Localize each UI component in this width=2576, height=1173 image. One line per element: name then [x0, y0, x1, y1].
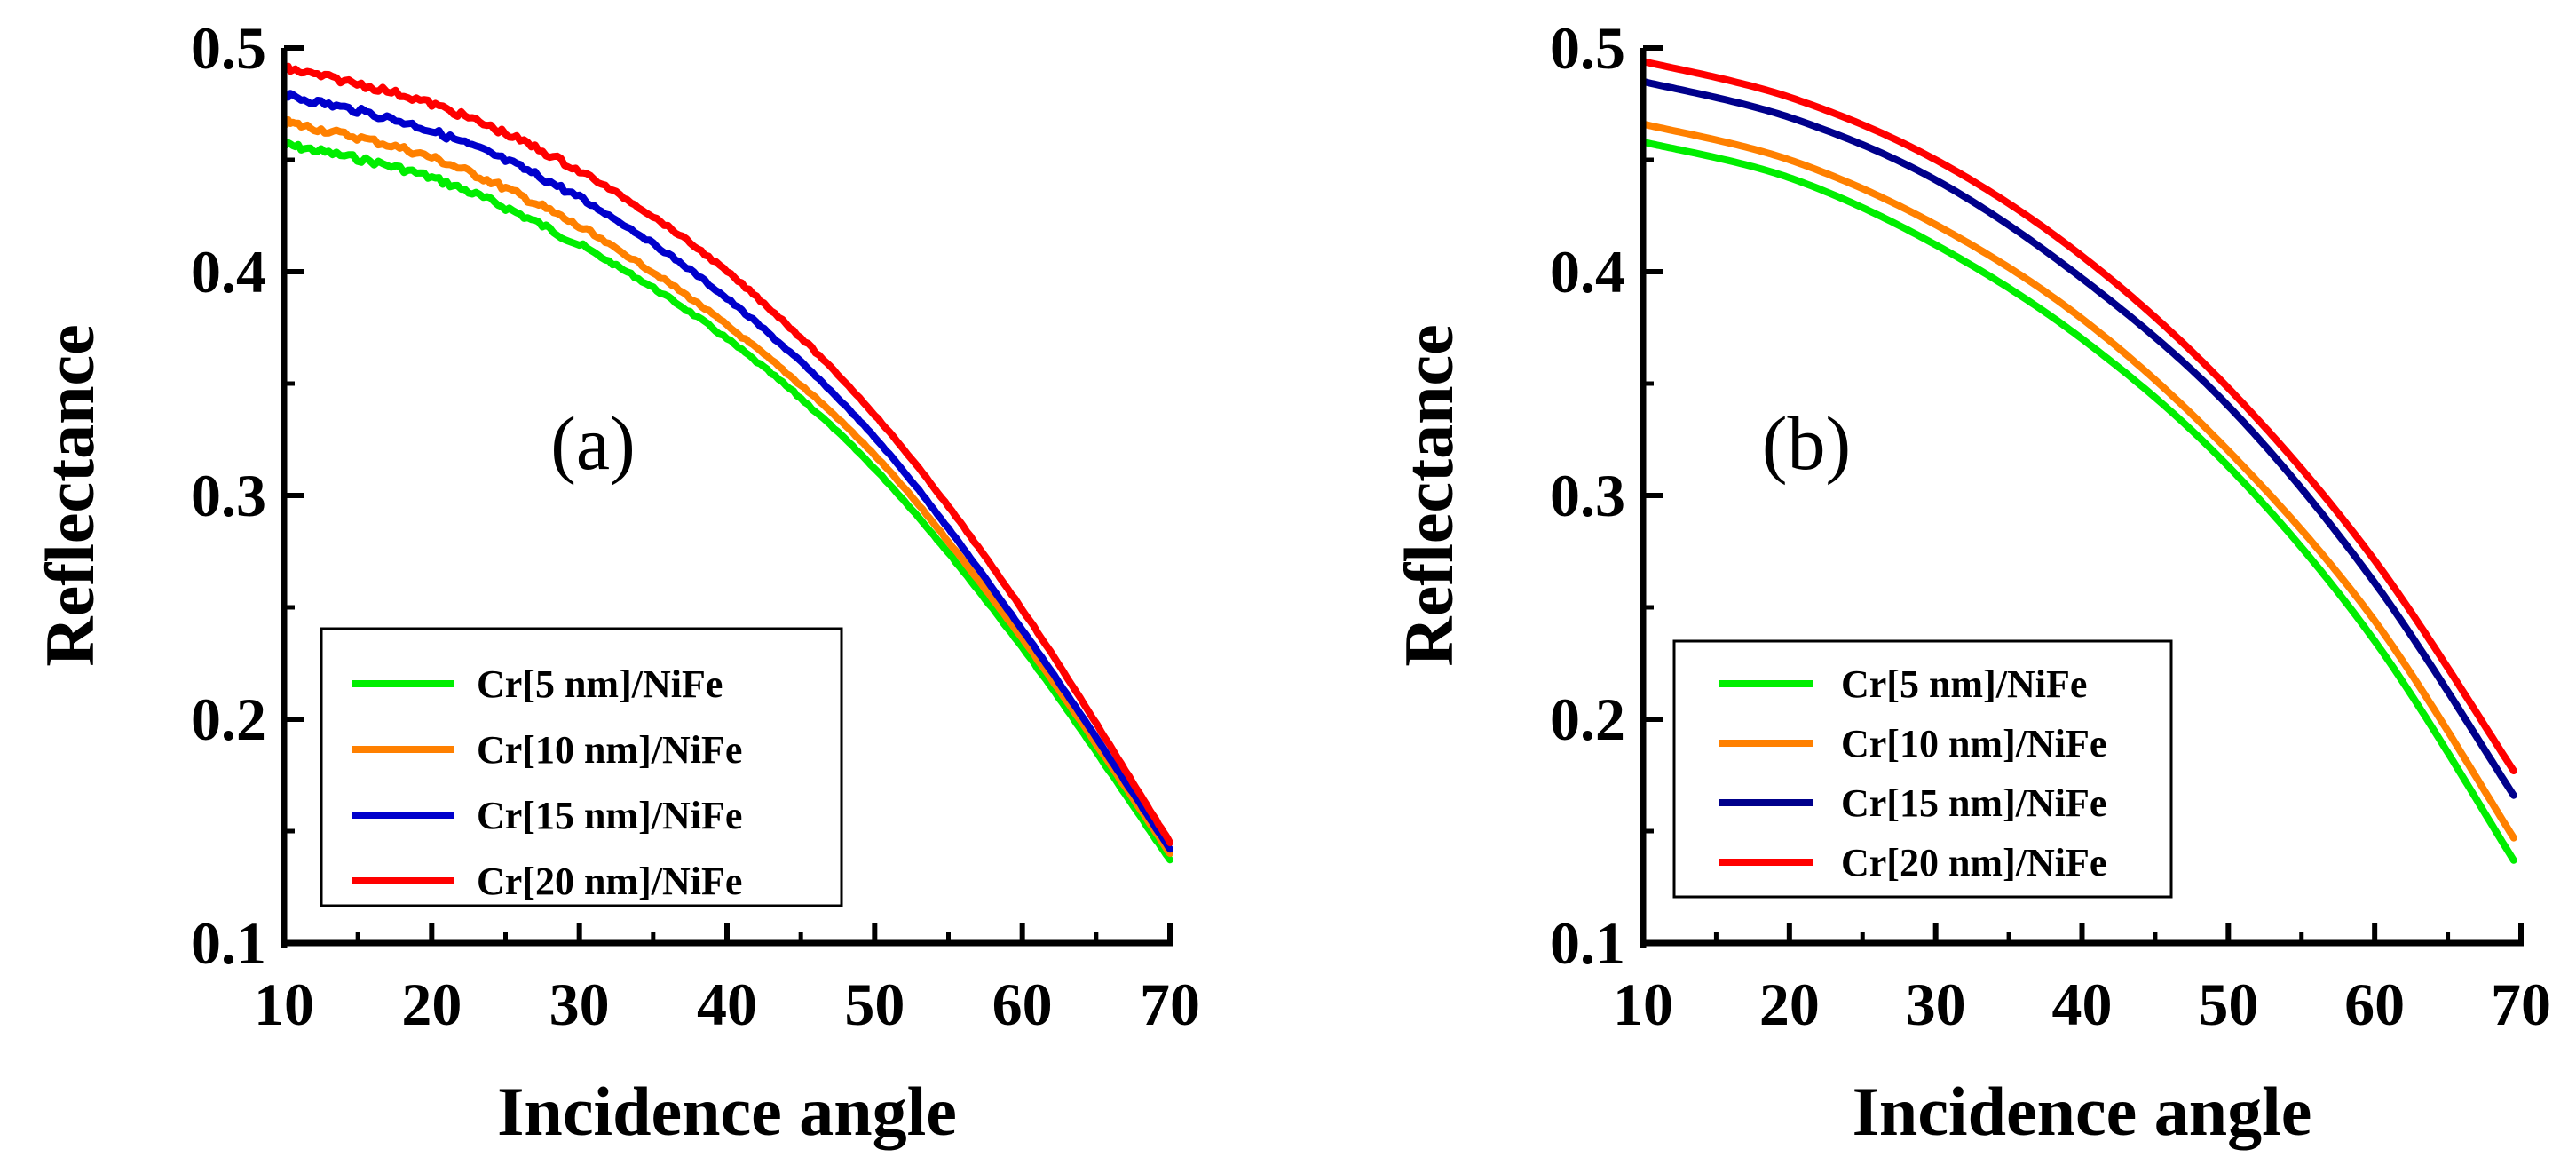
- y-tick-label: 0.3: [1550, 462, 1625, 529]
- y-tick-label: 0.5: [1550, 14, 1625, 82]
- legend-label: Cr[15 nm]/NiFe: [1841, 781, 2106, 825]
- y-axis-title: Reflectance: [31, 324, 108, 666]
- x-tick-label: 30: [549, 971, 610, 1038]
- legend: Cr[5 nm]/NiFe Cr[10 nm]/NiFe Cr[15 nm]/NiF…: [320, 627, 843, 907]
- x-axis-title: Incidence angle: [1853, 1073, 2312, 1150]
- series-group: [281, 62, 1173, 864]
- x-tick-label: 70: [2491, 971, 2551, 1038]
- series-group: [1640, 58, 2517, 864]
- legend-label: Cr[15 nm]/NiFe: [477, 794, 742, 837]
- x-tick-label: 20: [1759, 971, 1820, 1038]
- x-tick-label: 40: [2052, 971, 2113, 1038]
- x-tick-label: 40: [697, 971, 757, 1038]
- x-tick-label: 70: [1140, 971, 1200, 1038]
- series-line-3: [1640, 77, 2517, 799]
- y-tick-label: 0.2: [191, 686, 266, 753]
- y-tick-label: 0.1: [1550, 909, 1625, 977]
- legend-label: Cr[20 nm]/NiFe: [1841, 841, 2106, 884]
- x-tick-label: 50: [844, 971, 905, 1038]
- legend: Cr[5 nm]/NiFe Cr[10 nm]/NiFe Cr[15 nm]/NiF…: [1672, 639, 2173, 899]
- series-line-2: [1640, 120, 2517, 842]
- x-tick-label: 60: [992, 971, 1053, 1038]
- chart-a-svg: 0.1 0.2 0.3 0.4 0.5 10 20 30 40 50 60 70 Incidence a…: [31, 14, 1200, 1150]
- x-tick-label: 60: [2344, 971, 2405, 1038]
- x-tick-label: 20: [401, 971, 462, 1038]
- legend-box: [320, 627, 843, 907]
- y-tick-label: 0.5: [191, 14, 266, 82]
- x-tick-label: 10: [254, 971, 314, 1038]
- series-line-2: [281, 115, 1173, 857]
- y-tick-label: 0.4: [1550, 238, 1625, 305]
- x-axis-title: Incidence angle: [497, 1073, 957, 1150]
- y-tick-label: 0.1: [191, 909, 266, 977]
- x-tick-label: 50: [2198, 971, 2258, 1038]
- x-tick-label: 10: [1613, 971, 1673, 1038]
- legend-label: Cr[5 nm]/NiFe: [1841, 662, 2087, 706]
- y-tick-label: 0.3: [191, 462, 266, 529]
- legend-label: Cr[10 nm]/NiFe: [477, 728, 742, 772]
- y-tick-label: 0.4: [191, 238, 266, 305]
- legend-label: Cr[20 nm]/NiFe: [477, 860, 742, 903]
- series-line-4: [281, 62, 1173, 846]
- legend-label: Cr[5 nm]/NiFe: [477, 662, 723, 706]
- x-tick-label: 30: [1906, 971, 1966, 1038]
- panel-label: (a): [550, 400, 635, 486]
- chart-panel-b: 0.1 0.2 0.3 0.4 0.5 10 20 30 40 50 60 70 Incidence a…: [1288, 0, 2576, 1173]
- series-line-3: [281, 90, 1173, 853]
- y-axis-title: Reflectance: [1390, 324, 1467, 666]
- chart-b-svg: 0.1 0.2 0.3 0.4 0.5 10 20 30 40 50 60 70 Incidence a…: [1390, 14, 2551, 1150]
- y-tick-label: 0.2: [1550, 686, 1625, 753]
- series-line-1: [1640, 138, 2517, 864]
- series-line-4: [1640, 58, 2517, 774]
- legend-label: Cr[10 nm]/NiFe: [1841, 722, 2106, 765]
- series-line-1: [281, 139, 1173, 864]
- panel-label: (b): [1762, 400, 1851, 486]
- chart-panel-a: 0.1 0.2 0.3 0.4 0.5 10 20 30 40 50 60 70 Incidence a…: [31, 14, 1200, 1150]
